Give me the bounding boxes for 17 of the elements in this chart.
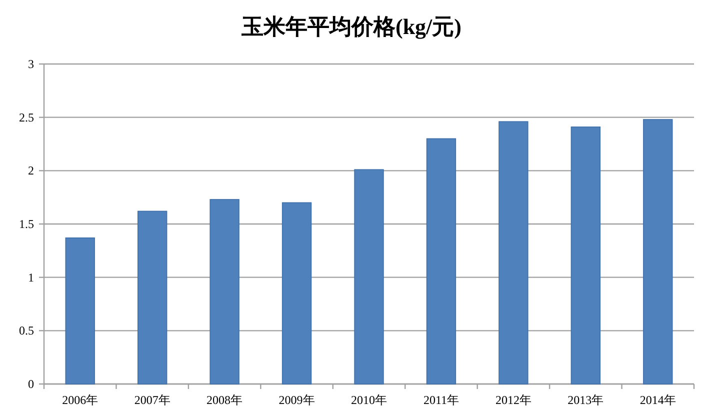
x-tick-label: 2014年 [640, 393, 676, 407]
x-tick-label: 2011年 [423, 393, 460, 407]
x-tick-label: 2009年 [278, 393, 315, 407]
y-tick-label: 3 [28, 57, 34, 71]
x-tick-label: 2010年 [351, 393, 387, 407]
y-tick-label: 1 [28, 270, 34, 284]
y-tick-label: 0.5 [19, 324, 34, 338]
x-tick-label: 2013年 [568, 393, 604, 407]
x-tick-label: 2006年 [62, 393, 98, 407]
chart-title: 玉米年平均价格(kg/元) [240, 14, 462, 39]
x-tick-label: 2008年 [206, 393, 243, 407]
x-tick-label: 2012年 [495, 393, 532, 407]
x-tick-label: 2007年 [134, 393, 170, 407]
y-tick-label: 2 [28, 164, 34, 178]
y-tick-label: 2.5 [19, 110, 34, 124]
y-tick-label: 1.5 [19, 217, 34, 231]
y-tick-label: 0 [28, 377, 34, 391]
